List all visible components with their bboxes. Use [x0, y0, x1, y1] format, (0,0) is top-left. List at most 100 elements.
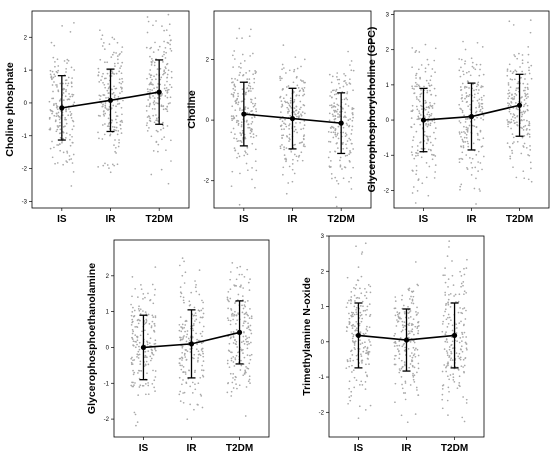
data-point	[73, 21, 75, 24]
data-point	[235, 285, 238, 287]
data-point	[66, 84, 69, 87]
data-point	[153, 323, 156, 325]
data-point	[528, 69, 530, 72]
data-point	[240, 67, 242, 69]
data-point	[183, 282, 186, 284]
data-point	[472, 142, 475, 145]
data-point	[521, 54, 524, 56]
data-point	[52, 76, 55, 79]
data-point	[408, 330, 410, 333]
data-point	[250, 122, 253, 125]
data-point	[478, 104, 481, 106]
data-point	[144, 354, 147, 357]
data-point	[528, 66, 530, 69]
data-point	[281, 144, 283, 146]
data-point	[507, 82, 510, 84]
data-point	[336, 108, 339, 111]
data-point	[293, 100, 296, 103]
data-point	[468, 87, 470, 89]
data-point	[288, 110, 290, 112]
data-point	[412, 139, 414, 142]
data-point	[431, 158, 434, 161]
data-point	[170, 70, 173, 73]
data-point	[165, 29, 168, 31]
data-point	[59, 136, 62, 139]
data-point	[415, 74, 417, 77]
data-point	[335, 180, 338, 182]
data-point	[465, 343, 468, 345]
data-point	[354, 300, 356, 302]
data-point	[120, 88, 123, 90]
data-point	[162, 60, 164, 63]
data-point	[342, 126, 345, 129]
data-point	[331, 75, 334, 78]
data-point	[146, 116, 149, 118]
data-point	[232, 81, 234, 83]
data-point	[350, 302, 352, 305]
data-point	[358, 322, 361, 325]
data-point	[462, 145, 465, 147]
y-tick-label: 3	[321, 234, 325, 240]
data-point	[419, 123, 422, 126]
data-point	[346, 92, 348, 95]
data-point	[200, 309, 203, 312]
data-point	[281, 137, 284, 139]
data-point	[118, 139, 120, 141]
data-point	[180, 326, 182, 328]
data-point	[149, 355, 152, 358]
data-point	[118, 102, 121, 105]
data-point	[149, 76, 152, 79]
data-point	[441, 388, 444, 390]
data-point	[412, 354, 415, 357]
data-point	[400, 298, 403, 301]
data-point	[477, 138, 479, 141]
mean-point-IR	[107, 97, 114, 103]
data-point	[465, 71, 468, 74]
data-point	[351, 107, 354, 109]
data-point	[114, 94, 116, 97]
data-point	[482, 118, 485, 121]
data-point	[236, 346, 239, 348]
data-point	[413, 374, 416, 377]
data-point	[73, 69, 76, 71]
data-point	[353, 386, 356, 389]
y-tick-label: 1	[386, 83, 390, 89]
data-point	[343, 73, 345, 75]
data-point	[403, 312, 406, 315]
data-point	[460, 145, 463, 148]
data-point	[121, 77, 123, 80]
data-point	[465, 154, 468, 156]
data-point	[429, 124, 432, 127]
data-point	[49, 73, 52, 76]
data-point	[191, 381, 194, 384]
data-point	[181, 274, 184, 277]
data-point	[342, 131, 345, 134]
data-point	[239, 265, 242, 268]
data-point	[473, 187, 476, 190]
data-point	[109, 171, 112, 174]
mean-point-IS	[59, 105, 65, 111]
data-point	[416, 306, 418, 309]
data-point	[116, 55, 119, 57]
data-point	[354, 329, 357, 331]
data-point	[184, 352, 186, 355]
data-point	[187, 337, 190, 340]
data-point	[479, 63, 482, 66]
data-point	[241, 129, 244, 132]
data-point	[119, 120, 122, 123]
data-point	[226, 317, 229, 319]
data-point	[284, 118, 286, 121]
data-point	[72, 103, 75, 106]
data-point	[70, 66, 73, 69]
data-point	[132, 373, 135, 376]
data-point	[185, 340, 188, 343]
data-point	[99, 98, 101, 101]
data-point	[120, 72, 123, 75]
data-point	[232, 377, 234, 379]
data-point	[288, 140, 290, 142]
data-point	[245, 91, 248, 94]
data-point	[428, 165, 431, 168]
data-point	[180, 368, 183, 371]
data-point	[461, 138, 464, 141]
data-point	[248, 89, 250, 92]
